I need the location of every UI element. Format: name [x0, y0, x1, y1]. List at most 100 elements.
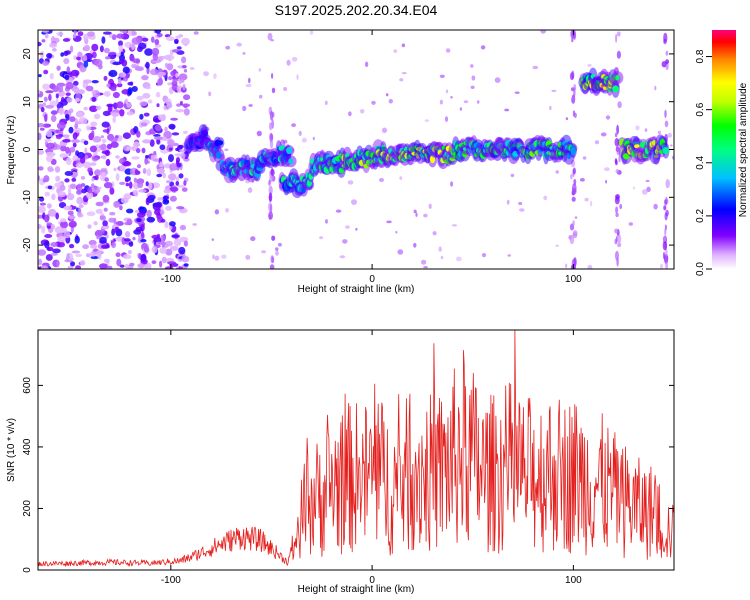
noise-speckle — [82, 54, 88, 62]
streak-speckle — [271, 119, 275, 129]
streak-speckle — [571, 196, 576, 202]
streak-speckle — [268, 185, 273, 195]
noise-speckle — [115, 236, 124, 242]
noise-speckle — [145, 181, 149, 187]
noise-speckle — [163, 54, 172, 61]
noise-speckle — [111, 241, 117, 249]
noise-speckle — [342, 239, 348, 244]
snr-plot-area — [38, 330, 674, 568]
noise-speckle — [401, 72, 407, 75]
streak-speckle — [268, 179, 271, 185]
noise-speckle — [171, 83, 179, 91]
noise-speckle — [139, 101, 148, 107]
noise-speckle — [286, 59, 291, 66]
noise-speckle — [120, 51, 125, 57]
streak-speckle — [269, 110, 274, 121]
x-tick-label: 100 — [565, 274, 582, 285]
noise-speckle — [604, 167, 610, 172]
noise-speckle — [137, 182, 144, 189]
noise-speckle — [77, 213, 84, 218]
noise-speckle — [139, 113, 144, 120]
noise-speckle — [587, 64, 592, 67]
noise-speckle — [44, 214, 50, 223]
noise-speckle — [71, 177, 77, 182]
noise-speckle — [136, 164, 142, 169]
noise-speckle — [159, 209, 165, 215]
noise-speckle — [112, 91, 120, 99]
noise-speckle — [87, 167, 93, 173]
noise-speckle — [160, 234, 166, 243]
streak-speckle — [664, 228, 667, 236]
noise-speckle — [56, 242, 65, 248]
noise-speckle — [89, 145, 97, 153]
noise-speckle — [89, 162, 97, 166]
noise-speckle — [61, 227, 67, 233]
noise-speckle — [103, 182, 113, 189]
spectrogram-x-ticks: -100 0 100 — [161, 30, 582, 285]
noise-speckle — [46, 222, 53, 226]
noise-speckle — [39, 202, 47, 206]
noise-speckle — [105, 158, 111, 167]
streak-speckle — [267, 32, 273, 41]
noise-speckle — [136, 95, 144, 101]
noise-speckle — [128, 241, 134, 247]
noise-speckle — [151, 47, 160, 56]
spectrogram-y-ticks: -20 -10 0 10 20 — [22, 48, 674, 252]
noise-speckle — [91, 89, 96, 95]
noise-speckle — [156, 33, 163, 38]
noise-speckle — [98, 186, 102, 190]
noise-speckle — [115, 155, 120, 159]
streak-speckle — [615, 169, 619, 174]
streak-speckle — [664, 120, 669, 128]
noise-speckle — [644, 128, 648, 132]
noise-speckle — [40, 265, 49, 269]
streak-speckle — [662, 251, 666, 260]
noise-speckle — [131, 31, 137, 36]
noise-speckle — [301, 137, 307, 143]
noise-speckle — [138, 189, 147, 193]
noise-speckle — [68, 126, 74, 134]
streak-speckle — [665, 179, 670, 189]
noise-speckle — [175, 109, 185, 113]
streak-speckle — [271, 87, 276, 94]
x-tick-label: 100 — [565, 575, 582, 586]
noise-speckle — [77, 207, 82, 213]
noise-speckle — [95, 201, 104, 207]
noise-speckle — [312, 136, 315, 141]
noise-speckle — [167, 261, 177, 265]
noise-speckle — [113, 167, 117, 172]
y-tick-label: -10 — [22, 190, 33, 205]
noise-speckle — [605, 179, 608, 184]
noise-speckle — [137, 46, 143, 53]
noise-speckle — [67, 210, 74, 216]
noise-speckle — [160, 218, 166, 223]
colorbar-tick-label: 0.4 — [695, 155, 706, 169]
snr-x-axis-label: Height of straight line (km) — [298, 584, 415, 595]
noise-speckle — [401, 43, 406, 48]
noise-speckle — [101, 36, 106, 44]
noise-speckle — [164, 62, 169, 68]
noise-speckle — [91, 96, 97, 102]
streak-speckle — [271, 72, 274, 79]
noise-speckle — [156, 201, 163, 208]
noise-speckle — [131, 43, 136, 50]
noise-speckle — [50, 114, 57, 123]
noise-speckle — [129, 55, 135, 62]
streak-speckle — [270, 168, 275, 177]
noise-speckle — [221, 254, 227, 259]
noise-speckle — [74, 123, 79, 129]
noise-speckle — [92, 156, 98, 160]
noise-speckle — [168, 76, 173, 81]
noise-speckle — [45, 254, 53, 261]
noise-speckle — [236, 42, 242, 47]
noise-speckle — [131, 37, 141, 45]
noise-speckle — [63, 58, 70, 65]
noise-speckle — [172, 78, 179, 82]
noise-speckle — [532, 65, 539, 70]
noise-speckle — [261, 250, 266, 254]
noise-speckle — [65, 146, 71, 154]
noise-speckle — [52, 85, 60, 93]
noise-speckle — [120, 197, 129, 204]
streak-speckle — [617, 242, 622, 248]
